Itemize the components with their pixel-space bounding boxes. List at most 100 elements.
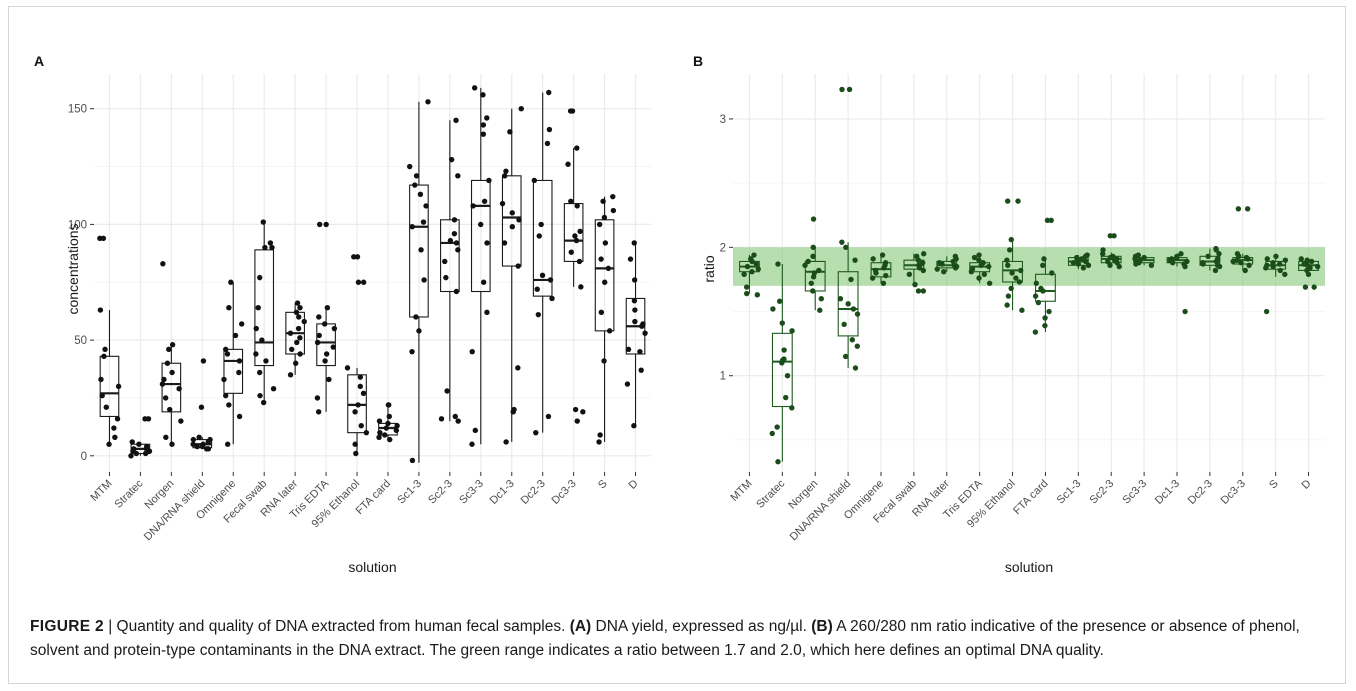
data-point	[253, 351, 259, 357]
data-point	[190, 441, 196, 447]
data-point	[101, 353, 107, 360]
data-point	[842, 353, 849, 360]
data-point	[293, 360, 299, 366]
data-point	[817, 307, 823, 313]
data-point	[425, 99, 431, 105]
y-tick-label: 0	[81, 451, 87, 463]
data-point	[941, 269, 947, 275]
data-point	[1169, 260, 1176, 266]
caption-part-a-label: (A)	[569, 618, 592, 635]
x-tick-label: Stratec	[112, 477, 145, 510]
x-tick-label: Sc2-3	[426, 478, 455, 507]
data-point	[741, 271, 747, 277]
data-point	[749, 258, 755, 265]
data-point	[236, 358, 243, 364]
data-point	[1004, 257, 1010, 263]
data-point	[572, 233, 578, 239]
data-point	[749, 269, 755, 275]
data-point	[480, 92, 486, 98]
data-point	[515, 263, 521, 269]
data-point	[167, 406, 173, 413]
x-axis-title: solution	[348, 559, 396, 575]
data-point	[484, 309, 490, 316]
data-point	[294, 300, 301, 306]
data-point	[205, 439, 211, 445]
data-point	[546, 89, 552, 96]
data-point	[610, 207, 617, 214]
data-point	[624, 381, 631, 387]
data-point	[111, 425, 117, 431]
data-point	[99, 392, 105, 399]
data-point	[751, 252, 757, 258]
data-point	[314, 395, 321, 401]
data-point	[1070, 260, 1077, 266]
data-point	[224, 351, 231, 357]
data-point	[605, 265, 612, 272]
caption-separator: |	[103, 618, 117, 635]
data-point	[357, 374, 364, 380]
data-point	[976, 257, 982, 263]
data-point	[596, 439, 602, 445]
data-point	[602, 279, 608, 285]
data-point	[1116, 263, 1122, 270]
x-tick-label: D	[627, 478, 641, 492]
data-point	[270, 385, 277, 392]
data-point	[262, 244, 268, 251]
data-point	[516, 217, 522, 223]
data-point	[934, 266, 940, 272]
data-point	[1264, 256, 1270, 262]
data-point	[438, 416, 445, 422]
data-point	[469, 441, 475, 447]
data-point	[178, 418, 184, 424]
data-point	[376, 418, 383, 424]
data-point	[501, 240, 508, 246]
data-point	[376, 434, 382, 440]
data-point	[784, 373, 791, 379]
data-point	[816, 267, 822, 274]
data-point	[257, 274, 263, 281]
data-point	[164, 360, 171, 366]
data-point	[598, 256, 604, 262]
data-point	[631, 277, 638, 283]
data-point	[921, 251, 927, 257]
data-point	[1244, 206, 1251, 212]
data-point	[783, 394, 789, 401]
data-point	[845, 301, 851, 307]
data-point	[1013, 275, 1019, 281]
data-point	[535, 311, 542, 318]
panel-label: A	[34, 53, 44, 69]
x-tick-label: Dc2-3	[519, 478, 548, 507]
data-point	[136, 441, 142, 447]
data-point	[776, 298, 783, 304]
data-point	[1174, 254, 1180, 261]
data-point	[190, 436, 197, 443]
data-point	[114, 416, 121, 422]
x-tick-label: Dc1-3	[488, 478, 517, 507]
data-point	[841, 321, 847, 328]
data-point	[1182, 308, 1188, 315]
data-point	[166, 346, 172, 353]
data-point	[352, 409, 358, 415]
data-point	[981, 271, 988, 277]
x-tick-label: S	[1267, 478, 1281, 492]
x-tick-label: FTA card	[1011, 478, 1050, 517]
data-point	[631, 240, 637, 246]
data-point	[503, 439, 509, 445]
data-point	[919, 260, 926, 266]
data-point	[976, 275, 982, 281]
x-tick-label: Sc3-3	[457, 478, 486, 507]
data-point	[1263, 265, 1269, 271]
data-point	[259, 337, 265, 343]
data-point	[869, 275, 876, 281]
data-point	[100, 235, 107, 241]
y-tick-label: 1	[720, 371, 726, 383]
data-point	[602, 240, 609, 246]
data-point	[789, 405, 795, 411]
data-point	[159, 381, 166, 387]
data-point	[1107, 233, 1113, 239]
data-point	[574, 418, 580, 424]
data-point	[287, 330, 294, 336]
data-point	[810, 274, 817, 280]
data-point	[1049, 270, 1055, 276]
